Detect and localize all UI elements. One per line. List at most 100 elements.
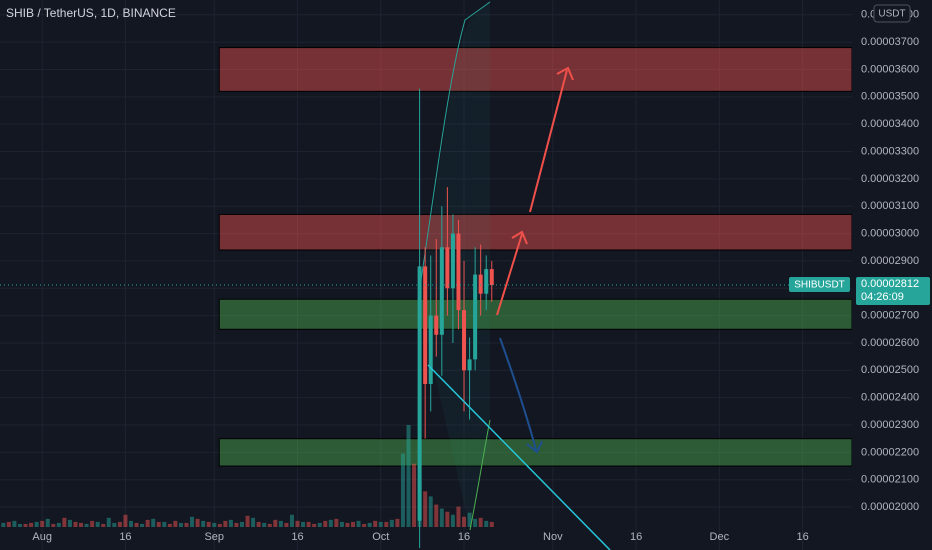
volume-bar xyxy=(84,523,89,527)
candle-body xyxy=(473,274,478,360)
price-axis xyxy=(852,0,932,550)
grid xyxy=(0,0,852,550)
volume-bar xyxy=(312,523,317,527)
y-tick-label: 0.00003200 xyxy=(861,173,919,185)
arrow-up-1 xyxy=(496,230,528,316)
volume-bar xyxy=(56,522,61,527)
volume-bar xyxy=(339,521,344,527)
volume-bar xyxy=(406,425,411,527)
x-tick-label: 16 xyxy=(796,531,808,543)
y-tick-label: 0.00002400 xyxy=(861,392,919,404)
volume-bar xyxy=(445,511,450,527)
y-tick-label: 0.00002500 xyxy=(861,364,919,376)
volume-bar xyxy=(17,523,22,527)
volume-bar xyxy=(12,520,17,527)
volume-bar xyxy=(389,519,394,527)
band-lower xyxy=(469,419,491,531)
currency-label: USDT xyxy=(878,9,905,20)
volume-bar xyxy=(267,523,272,527)
volume-bar xyxy=(134,522,139,527)
y-tick-label: 0.00003500 xyxy=(861,91,919,103)
zone xyxy=(218,298,853,330)
x-tick-label: Sep xyxy=(204,531,224,543)
volume-bar xyxy=(323,520,328,527)
volume-bar xyxy=(201,520,206,527)
volume-bar xyxy=(40,520,45,527)
candle-body xyxy=(456,233,461,311)
volume-bar xyxy=(484,520,489,527)
y-tick-label: 0.00003700 xyxy=(861,36,919,48)
x-tick-label: Aug xyxy=(32,531,52,543)
volume-bar xyxy=(156,521,161,527)
volume-bar xyxy=(295,520,300,527)
volume-bar xyxy=(234,522,239,527)
volume-bar xyxy=(128,520,133,527)
volume-bar xyxy=(90,520,95,527)
volume-bar xyxy=(400,453,405,527)
volume-bar xyxy=(112,522,117,527)
y-tick-label: 0.00002300 xyxy=(861,419,919,431)
y-tick-label: 0.00002700 xyxy=(861,310,919,322)
volume-bar xyxy=(395,518,400,527)
last-price-label: 0.00002812 xyxy=(861,278,919,290)
y-tick-label: 0.00003100 xyxy=(861,200,919,212)
last-price-badge xyxy=(856,276,930,305)
zones xyxy=(218,47,853,467)
x-tick-label: Oct xyxy=(372,531,389,543)
volume-bar xyxy=(184,522,189,527)
zone xyxy=(218,213,853,251)
candle-body xyxy=(462,310,467,371)
volume-bar xyxy=(217,523,222,527)
volume-bar xyxy=(151,518,156,527)
volume-bar xyxy=(6,521,11,527)
volume-bar xyxy=(434,504,439,527)
volume-bar xyxy=(362,523,367,527)
x-axis: Aug 16 Sep 16 Oct 16 Nov 16 Dec 16 xyxy=(32,531,808,543)
zone xyxy=(218,47,853,92)
candle-body xyxy=(439,247,444,335)
y-tick-label: 0.00002600 xyxy=(861,337,919,349)
volume-bar xyxy=(478,517,483,527)
volume-bar xyxy=(462,516,467,527)
volume-bar xyxy=(306,521,311,527)
volume-bar xyxy=(240,521,245,527)
volume-bar xyxy=(245,515,250,527)
y-tick-label: 0.00003000 xyxy=(861,227,919,239)
volume-bar xyxy=(212,522,217,527)
currency-badge[interactable] xyxy=(873,4,911,23)
y-tick-label: 0.00003300 xyxy=(861,145,919,157)
volume-bar xyxy=(51,523,56,527)
volume-bar xyxy=(301,521,306,527)
volume-bar xyxy=(262,522,267,527)
trend-line xyxy=(427,364,611,550)
volume-bar xyxy=(345,522,350,527)
volume-bar xyxy=(73,521,78,527)
volume-bar xyxy=(62,517,67,527)
zone xyxy=(218,438,853,467)
x-tick-label: 16 xyxy=(291,531,303,543)
y-tick-label: 0.00003600 xyxy=(861,63,919,75)
volume-bar xyxy=(228,519,233,527)
candle-body xyxy=(489,269,494,285)
volume-bar xyxy=(273,519,278,527)
candle-body xyxy=(434,315,439,335)
volume-bar xyxy=(289,514,294,527)
volume-bar xyxy=(145,519,150,527)
volume-bar xyxy=(79,522,84,527)
volume-bar xyxy=(256,521,261,527)
volume-bar xyxy=(23,523,28,527)
volume-bar xyxy=(384,521,389,527)
candle-body xyxy=(417,266,422,521)
volume-bar xyxy=(106,517,111,527)
volume-bar xyxy=(190,516,195,527)
volume-bar xyxy=(1,522,6,527)
volume-bar xyxy=(95,521,100,527)
volume-bar xyxy=(412,463,417,527)
volume-bar xyxy=(373,520,378,527)
volume-bar xyxy=(367,522,372,527)
x-tick-label: 16 xyxy=(119,531,131,543)
volume-bar xyxy=(195,518,200,527)
volume-bar xyxy=(278,520,283,527)
volume-bar xyxy=(439,508,444,527)
